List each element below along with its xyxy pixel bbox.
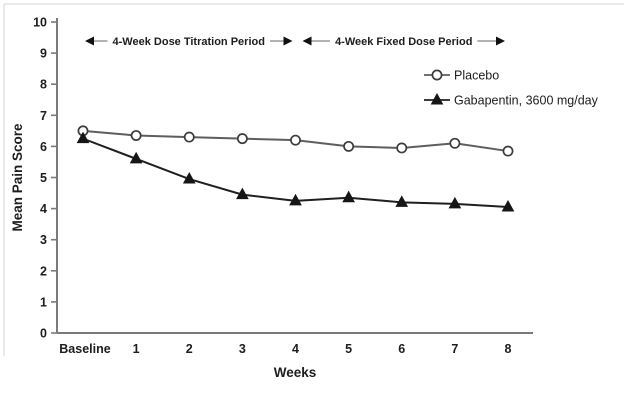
annotation-label-bg [330, 35, 478, 49]
x-tick-label: 3 [239, 342, 246, 356]
y-tick-label: 3 [40, 233, 47, 247]
y-tick-label: 6 [40, 140, 47, 154]
y-axis-title: Mean Pain Score [10, 123, 25, 232]
data-point-triangle [342, 190, 355, 203]
data-point-circle [431, 69, 443, 81]
annotation-arrow: 4-Week Dose Titration Period [85, 35, 293, 49]
annotation-label: 4-Week Fixed Dose Period [335, 36, 472, 48]
legend: Placebo Gabapentin, 3600 mg/day [424, 69, 599, 108]
data-point-triangle [448, 196, 462, 209]
y-tick-label: 5 [40, 171, 47, 185]
x-tick-label: 5 [345, 342, 352, 356]
data-point-circle [130, 130, 142, 141]
arrowhead-left [85, 36, 94, 46]
y-tick-label: 10 [33, 16, 47, 30]
data-point-circle [396, 142, 408, 154]
arrowhead-right [496, 36, 505, 46]
x-tick-label: 4 [292, 342, 299, 356]
arrowhead-right [283, 36, 293, 46]
legend-label: Gabapentin, 3600 mg/day [454, 94, 599, 108]
legend-item: Placebo [424, 69, 499, 83]
data-point-triangle [430, 92, 444, 105]
data-point-circle [183, 131, 195, 143]
y-tick-label: 1 [40, 295, 47, 309]
y-tick-label: 9 [40, 47, 47, 61]
legend-label: Placebo [454, 69, 499, 83]
x-tick-label: 6 [398, 342, 405, 356]
x-tick-label: 2 [186, 342, 193, 356]
x-tick-label: 8 [505, 342, 512, 356]
annotation-label-bg [107, 35, 270, 49]
data-point-triangle [76, 131, 90, 144]
data-point-circle [236, 133, 248, 145]
y-tick-label: 7 [40, 109, 47, 123]
data-point-triangle [289, 193, 302, 206]
series-gabapentin [76, 131, 515, 212]
data-point-circle [343, 140, 355, 152]
data-point-circle [449, 137, 461, 149]
data-point-triangle [395, 195, 409, 207]
data-point-triangle [236, 187, 249, 200]
y-tick-label: 2 [40, 264, 47, 278]
x-tick-label: 7 [451, 342, 458, 356]
data-point-circle [290, 134, 301, 146]
data-point-triangle [501, 200, 515, 212]
y-tick-label: 8 [40, 78, 47, 92]
data-point-triangle [129, 151, 143, 164]
arrowhead-left [302, 36, 312, 46]
x-tick-label: 1 [133, 342, 140, 356]
x-tick-label: Baseline [59, 342, 110, 356]
y-tick-label: 0 [40, 327, 47, 341]
data-point-circle [502, 145, 514, 157]
annotation-label: 4-Week Dose Titration Period [113, 36, 265, 48]
x-axis-title: Weeks [274, 365, 317, 380]
y-tick-label: 4 [40, 202, 47, 216]
annotation-arrow: 4-Week Fixed Dose Period [302, 35, 505, 49]
legend-item: Gabapentin, 3600 mg/day [424, 92, 599, 108]
series-placebo [77, 125, 514, 157]
data-point-triangle [182, 172, 196, 184]
